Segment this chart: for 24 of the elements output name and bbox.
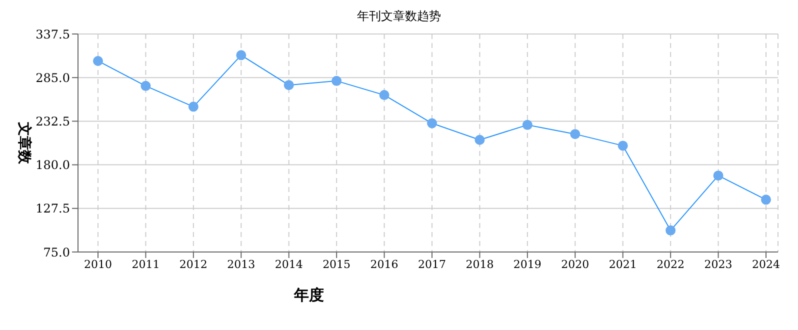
x-tick-label: 2020 xyxy=(561,258,590,271)
x-tick-label: 2012 xyxy=(179,258,208,271)
x-tick-label: 2017 xyxy=(418,258,446,271)
x-tick-label: 2016 xyxy=(370,258,398,271)
y-tick-label: 337.5 xyxy=(36,27,70,42)
x-tick-label: 2015 xyxy=(322,258,351,271)
x-tick-label: 2018 xyxy=(466,258,494,271)
x-tick-label: 2019 xyxy=(513,258,542,271)
y-tick-label: 232.5 xyxy=(36,114,70,128)
x-tick-label: 2010 xyxy=(84,258,112,271)
x-tick-label: 2022 xyxy=(656,258,685,271)
y-tick-label: 127.5 xyxy=(36,202,70,216)
chart-title: 年刊文章数趋势 xyxy=(356,8,442,24)
x-tick-label: 2011 xyxy=(132,258,160,271)
x-tick-label: 2024 xyxy=(752,258,780,271)
x-tick-label: 2014 xyxy=(274,258,303,271)
x-tick-label: 2023 xyxy=(704,258,732,271)
y-axis-title: 文章数 xyxy=(16,121,33,165)
y-tick-label: 285.0 xyxy=(36,70,70,85)
x-tick-label: 2021 xyxy=(608,258,637,271)
x-tick-label: 2013 xyxy=(227,258,256,271)
y-tick-label: 75.0 xyxy=(43,245,70,260)
y-tick-label: 180.0 xyxy=(36,158,70,172)
x-axis-title: 年度 xyxy=(293,286,324,304)
